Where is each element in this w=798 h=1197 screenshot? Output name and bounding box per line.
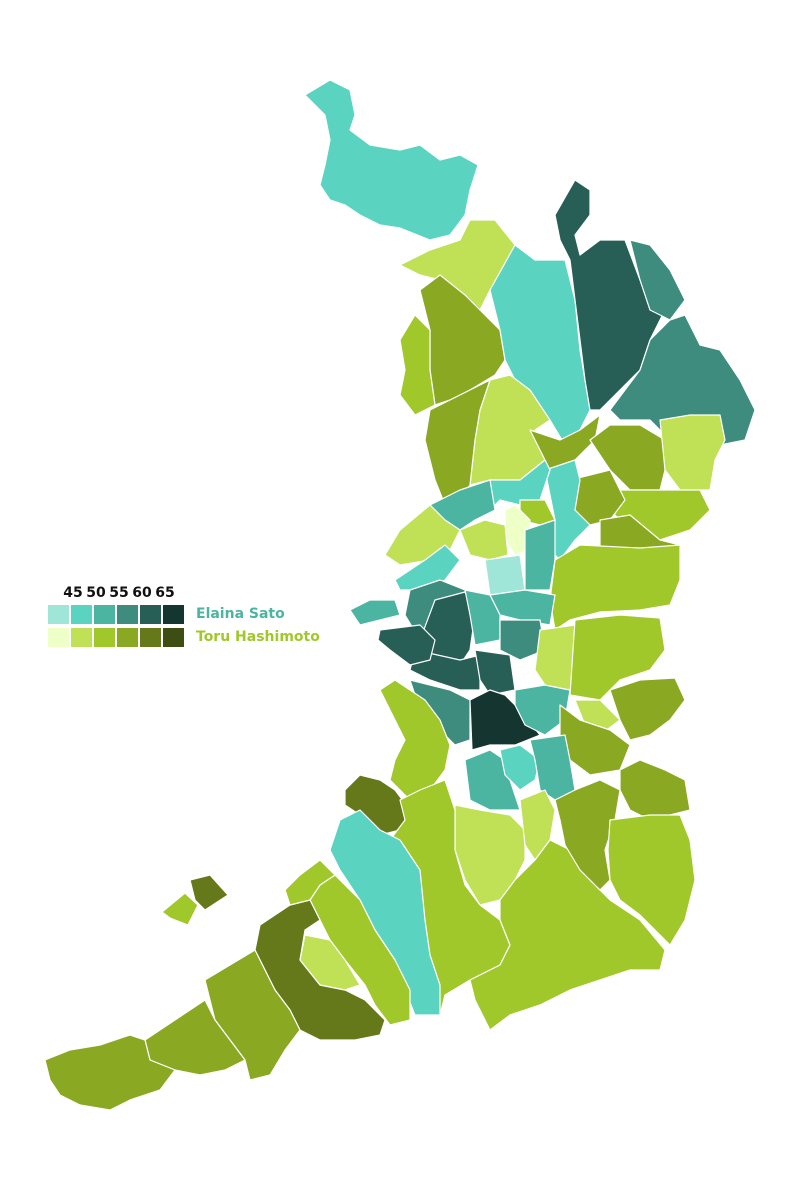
region: [469, 689, 541, 751]
region: [569, 614, 666, 701]
region: [609, 677, 686, 741]
legend-swatch: [94, 605, 115, 624]
legend-tick: 45: [63, 585, 83, 601]
legend-swatch: [117, 605, 138, 624]
legend-swatch: [48, 605, 69, 624]
legend-swatch: [163, 628, 184, 647]
region: [304, 79, 479, 241]
legend-label-sato: Elaina Sato: [196, 606, 285, 622]
region: [474, 649, 516, 696]
legend-swatches-sato: [48, 605, 184, 624]
region: [659, 414, 726, 491]
legend-swatch: [140, 605, 161, 624]
region: [549, 544, 681, 631]
region: [189, 874, 229, 911]
region: [424, 379, 491, 506]
legend-swatch: [163, 605, 184, 624]
region: [499, 744, 541, 791]
region: [394, 544, 461, 591]
region: [284, 859, 336, 906]
region: [44, 1034, 176, 1111]
region: [629, 239, 686, 321]
legend-tick: 50: [86, 585, 106, 601]
region: [459, 519, 509, 561]
legend-tick: 60: [132, 585, 152, 601]
region: [619, 759, 691, 821]
region: [329, 809, 441, 1016]
region: [499, 619, 546, 661]
region: [349, 599, 401, 626]
region: [607, 814, 696, 946]
region: [554, 779, 621, 891]
legend-swatch: [140, 628, 161, 647]
region: [609, 314, 756, 446]
legend-swatch: [94, 628, 115, 647]
region: [399, 314, 436, 416]
legend-tick: 65: [155, 585, 175, 601]
legend-swatch: [48, 628, 69, 647]
region: [524, 519, 556, 591]
legend-ticks: 45 50 55 60 65: [58, 585, 208, 605]
region: [299, 934, 361, 991]
legend-swatch: [117, 628, 138, 647]
legend-tick: 55: [109, 585, 129, 601]
region: [554, 179, 666, 411]
region: [534, 624, 576, 691]
region: [377, 624, 436, 666]
legend-swatch: [71, 605, 92, 624]
region: [161, 892, 199, 926]
legend-label-hashimoto: Toru Hashimoto: [196, 629, 320, 645]
legend-swatches-hashimoto: [48, 628, 184, 647]
region: [484, 554, 526, 596]
legend-swatch: [71, 628, 92, 647]
